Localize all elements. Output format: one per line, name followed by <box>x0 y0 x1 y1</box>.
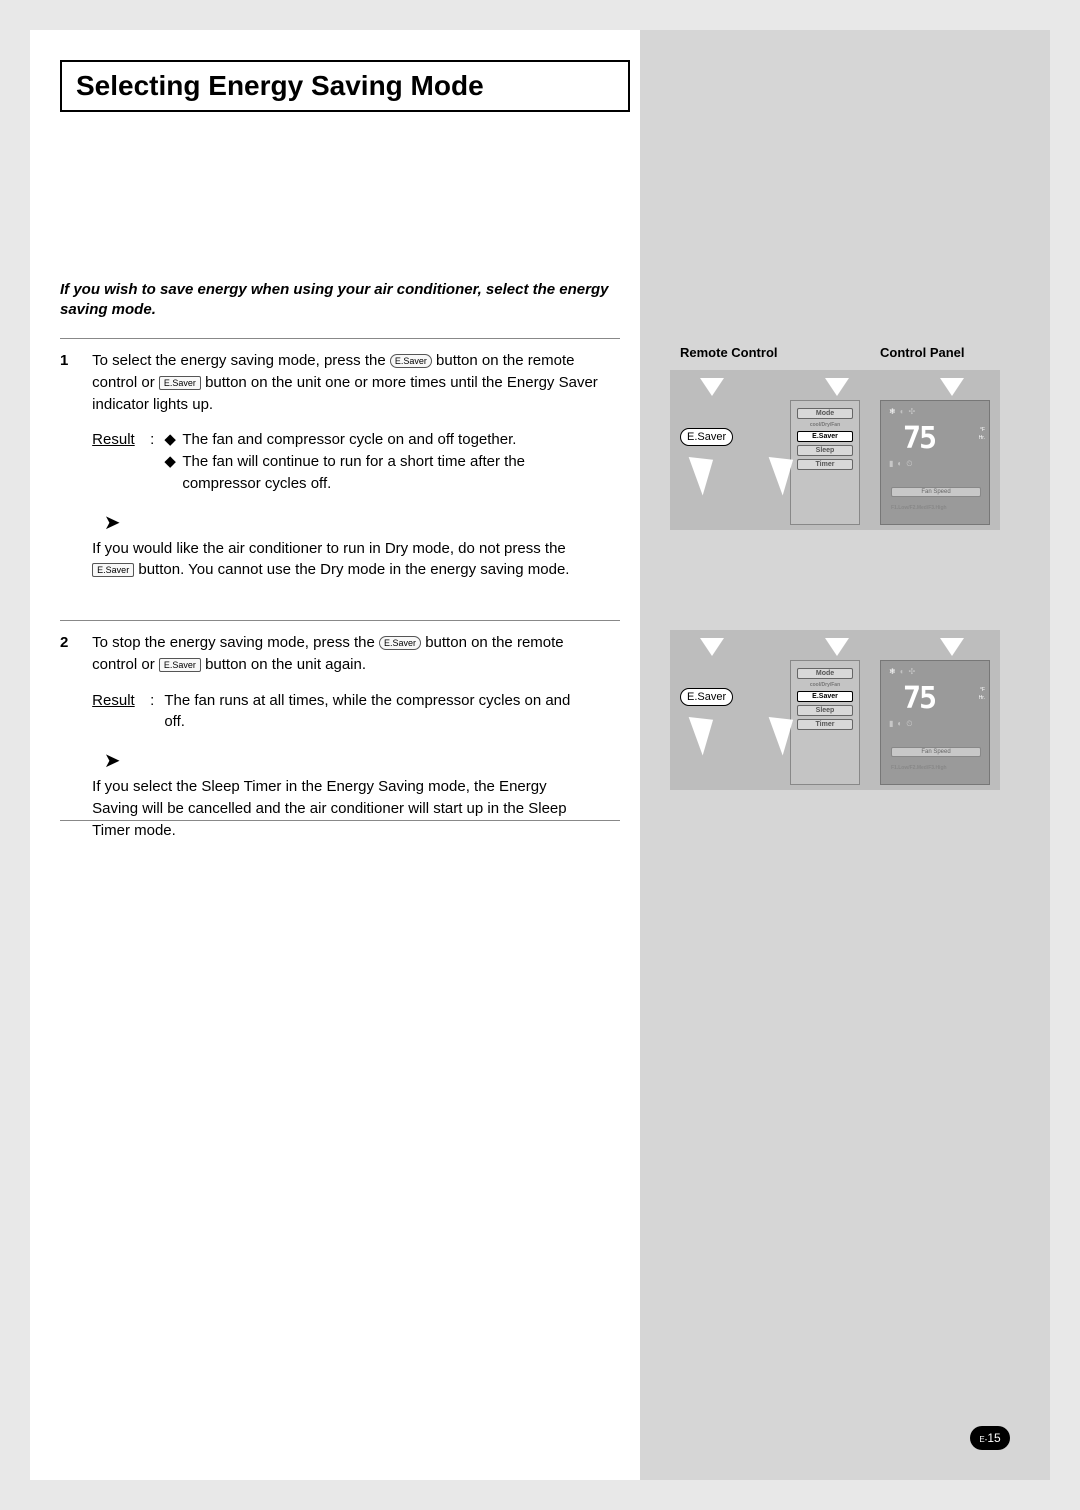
bullet-text: The fan will continue to run for a short… <box>182 451 582 495</box>
esaver-rect-icon: E.Saver <box>92 563 134 577</box>
divider <box>60 338 620 339</box>
control-panel-label: Control Panel <box>880 345 965 360</box>
note-row: ➤ If you select the Sleep Timer in the E… <box>92 747 612 841</box>
unit-hr: Hr. <box>979 435 985 441</box>
esaver-button-active: E.Saver <box>797 431 853 442</box>
unit-f: °F <box>980 687 985 693</box>
cursor-icon <box>689 709 724 755</box>
lcd-display: ❄◐✣ 75 °F Hr. ▮◐⏲ Fan Speed F1.Low/F2.Me… <box>880 400 990 525</box>
sleep-button: Sleep <box>797 445 853 456</box>
text: To stop the energy saving mode, press th… <box>92 634 379 651</box>
button-panel: Mode cool/Dry/Fan E.Saver Sleep Timer <box>790 400 860 525</box>
result-label: Result <box>92 429 150 451</box>
note-body: If you would like the air conditioner to… <box>92 538 572 582</box>
diamond-icon: ◆ <box>164 451 182 473</box>
step-2: 2 To stop the energy saving mode, press … <box>60 632 620 841</box>
lcd-icons: ▮◐⏲ <box>889 719 913 729</box>
note-arrow-icon: ➤ <box>92 509 132 538</box>
arrow-down-icon <box>700 378 724 396</box>
arrow-down-icon <box>700 638 724 656</box>
fan-speed-button: Fan Speed <box>891 487 981 497</box>
step-number: 2 <box>60 632 88 654</box>
title-box: Selecting Energy Saving Mode <box>60 60 630 112</box>
remote-esaver-button: E.Saver <box>680 688 733 706</box>
sleep-button: Sleep <box>797 705 853 716</box>
fan-speed-sub: F1.Low/F2.Med/F3.High <box>891 765 947 771</box>
note-body: If you select the Sleep Timer in the Ene… <box>92 776 572 841</box>
temp-display: 75 <box>903 681 935 716</box>
timer-button: Timer <box>797 719 853 730</box>
fan-speed-button: Fan Speed <box>891 747 981 757</box>
step-1: 1 To select the energy saving mode, pres… <box>60 350 620 581</box>
text: button. You cannot use the Dry mode in t… <box>138 561 569 578</box>
unit-f: °F <box>980 427 985 433</box>
manual-page: Selecting Energy Saving Mode If you wish… <box>30 30 1050 1480</box>
arrow-down-icon <box>825 378 849 396</box>
cursor-icon <box>689 449 724 495</box>
esaver-oval-icon: E.Saver <box>390 354 432 368</box>
mode-button: Mode <box>797 668 853 679</box>
fan-speed-sub: F1.Low/F2.Med/F3.High <box>891 505 947 511</box>
lcd-icons: ❄◐✣ <box>889 667 915 676</box>
temp-display: 75 <box>903 421 935 456</box>
page-title: Selecting Energy Saving Mode <box>76 70 614 102</box>
arrow-down-icon <box>940 378 964 396</box>
text: To select the energy saving mode, press … <box>92 352 390 369</box>
result-row: Result: ◆The fan and compressor cycle on… <box>92 429 612 494</box>
intro-text: If you wish to save energy when using yo… <box>60 280 620 321</box>
result-label: Result <box>92 690 150 712</box>
result-body: ◆The fan and compressor cycle on and off… <box>164 429 594 494</box>
bullet-text: The fan and compressor cycle on and off … <box>182 429 582 451</box>
note-arrow-icon: ➤ <box>92 747 132 776</box>
divider <box>60 620 620 621</box>
result-row: Result: The fan runs at all times, while… <box>92 690 612 734</box>
text: If you would like the air conditioner to… <box>92 540 566 557</box>
divider <box>60 820 620 821</box>
step-body: To select the energy saving mode, press … <box>92 350 612 581</box>
page-number: E-15 <box>970 1426 1010 1450</box>
lcd-display: ❄◐✣ 75 °F Hr. ▮◐⏲ Fan Speed F1.Low/F2.Me… <box>880 660 990 785</box>
esaver-rect-icon: E.Saver <box>159 376 201 390</box>
unit-hr: Hr. <box>979 695 985 701</box>
esaver-oval-icon: E.Saver <box>379 636 421 650</box>
mode-sub-label: cool/Dry/Fan <box>797 422 853 428</box>
diagram-1: E.Saver Mode cool/Dry/Fan E.Saver Sleep … <box>670 370 1000 530</box>
step-number: 1 <box>60 350 88 372</box>
remote-esaver-button: E.Saver <box>680 428 733 446</box>
button-panel: Mode cool/Dry/Fan E.Saver Sleep Timer <box>790 660 860 785</box>
remote-control-label: Remote Control <box>680 345 778 360</box>
diamond-icon: ◆ <box>164 429 182 451</box>
result-text: The fan runs at all times, while the com… <box>164 690 594 734</box>
note-row: ➤ If you would like the air conditioner … <box>92 509 612 582</box>
timer-button: Timer <box>797 459 853 470</box>
arrow-down-icon <box>825 638 849 656</box>
mode-sub-label: cool/Dry/Fan <box>797 682 853 688</box>
diagram-2: E.Saver Mode cool/Dry/Fan E.Saver Sleep … <box>670 630 1000 790</box>
text: button on the unit again. <box>205 656 366 673</box>
esaver-rect-icon: E.Saver <box>159 658 201 672</box>
lcd-icons: ▮◐⏲ <box>889 459 913 469</box>
step-body: To stop the energy saving mode, press th… <box>92 632 612 841</box>
page-num-value: 15 <box>987 1431 1000 1445</box>
mode-button: Mode <box>797 408 853 419</box>
esaver-button-active: E.Saver <box>797 691 853 702</box>
arrow-down-icon <box>940 638 964 656</box>
lcd-icons: ❄◐✣ <box>889 407 915 416</box>
